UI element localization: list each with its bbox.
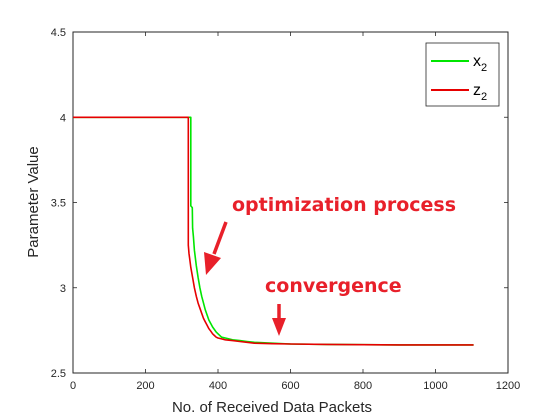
annotation-convergence: convergence bbox=[265, 275, 402, 297]
y-axis-title: Parameter Value bbox=[25, 146, 42, 257]
x-tick-label: 1000 bbox=[423, 380, 447, 392]
annotation-arrow-shaft bbox=[212, 221, 228, 255]
legend-label-x2: x2 bbox=[473, 53, 487, 74]
x-tick-label: 800 bbox=[354, 380, 372, 392]
legend-label-x2-base: x bbox=[473, 53, 481, 70]
x-tick-label: 200 bbox=[136, 380, 154, 392]
legend-label-z2-sub: 2 bbox=[481, 91, 487, 103]
annotation-arrow-head bbox=[272, 318, 286, 336]
x-tick-label: 600 bbox=[281, 380, 299, 392]
legend-label-x2-sub: 2 bbox=[481, 62, 487, 74]
axis-ticks: 0 200 400 600 800 1000 1200 2.5 3 3.5 4 4.5 bbox=[51, 27, 521, 392]
annotation-layer bbox=[204, 221, 286, 336]
legend: x2 z2 bbox=[425, 42, 500, 107]
legend-box bbox=[425, 42, 500, 107]
x-tick-label: 0 bbox=[70, 380, 76, 392]
y-tick-label: 4.5 bbox=[51, 27, 66, 39]
x-tick-label: 1200 bbox=[496, 380, 520, 392]
y-tick-label: 4 bbox=[60, 112, 66, 124]
y-tick-label: 2.5 bbox=[51, 368, 66, 380]
y-tick-label: 3.5 bbox=[51, 198, 66, 210]
annotation-optimization-process: optimization process bbox=[232, 194, 456, 216]
legend-label-z2-base: z bbox=[473, 82, 481, 99]
annotation-arrow-head bbox=[204, 252, 221, 275]
y-tick-label: 3 bbox=[60, 283, 66, 295]
x-tick-label: 400 bbox=[209, 380, 227, 392]
series-layer bbox=[73, 116, 474, 346]
series-line-z2 bbox=[73, 116, 474, 346]
x-axis-title: No. of Received Data Packets bbox=[172, 399, 372, 416]
legend-label-z2: z2 bbox=[473, 82, 487, 103]
